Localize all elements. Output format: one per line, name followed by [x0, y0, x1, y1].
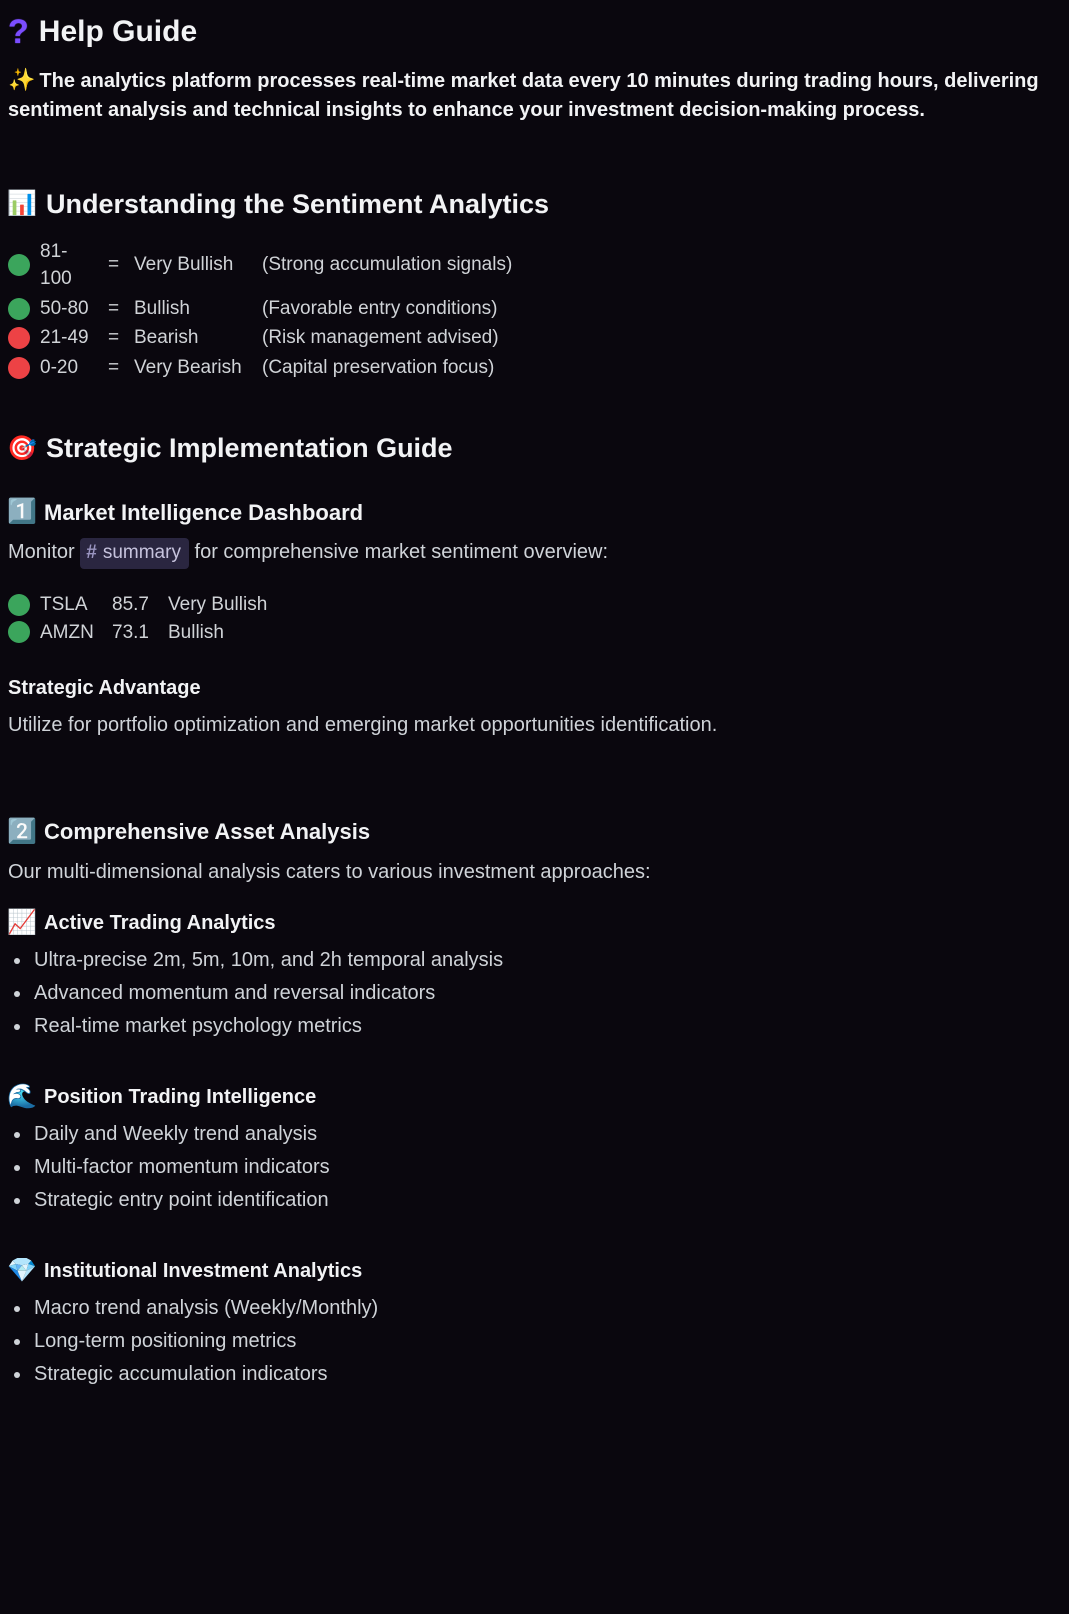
- stock-label: Bullish: [168, 619, 224, 647]
- sentiment-row: 21-49 = Bearish (Risk management advised): [8, 324, 1061, 352]
- channel-name: summary: [103, 539, 181, 567]
- group-title-text: Institutional Investment Analytics: [44, 1257, 362, 1286]
- analysis-group: 🌊 Position Trading Intelligence Daily and …: [8, 1083, 1061, 1215]
- stock-dot-icon: [8, 621, 30, 643]
- sentiment-dot-icon: [8, 327, 30, 349]
- page-title-text: Help Guide: [39, 10, 197, 54]
- analysis-group: 💎 Institutional Investment Analytics Macro…: [8, 1257, 1061, 1389]
- bar-chart-icon: 📊: [8, 190, 36, 218]
- group-bullets: Macro trend analysis (Weekly/Monthly) Lon…: [8, 1294, 1061, 1389]
- stock-label: Very Bullish: [168, 591, 267, 619]
- list-item: Long-term positioning metrics: [32, 1327, 1061, 1356]
- list-item: Ultra-precise 2m, 5m, 10m, and 2h tempor…: [32, 946, 1061, 975]
- step1-lead-post: for comprehensive market sentiment overv…: [189, 541, 608, 563]
- stock-row: AMZN 73.1 Bullish: [8, 619, 1061, 647]
- analysis-group-title: 📈 Active Trading Analytics: [8, 909, 1061, 938]
- step1-lead-pre: Monitor: [8, 541, 80, 563]
- stock-ticker: AMZN: [40, 619, 102, 647]
- group-bullets: Daily and Weekly trend analysis Multi-fac…: [8, 1120, 1061, 1215]
- sentiment-dot-icon: [8, 254, 30, 276]
- channel-chip-summary[interactable]: #summary: [80, 538, 189, 569]
- keycap-1-icon: 1️⃣: [8, 498, 36, 526]
- list-item: Strategic entry point identification: [32, 1186, 1061, 1215]
- sentiment-desc: (Risk management advised): [262, 324, 499, 352]
- sparkle-icon: ✨: [8, 67, 35, 92]
- stock-dot-icon: [8, 594, 30, 616]
- page-title: ? Help Guide: [8, 10, 1061, 54]
- step2-title-text: Comprehensive Asset Analysis: [44, 816, 370, 848]
- sentiment-row: 50-80 = Bullish (Favorable entry conditions…: [8, 295, 1061, 323]
- step2-lead: Our multi-dimensional analysis caters to…: [8, 858, 1061, 887]
- help-guide-page: ? Help Guide ✨The analytics platform pro…: [0, 0, 1069, 1491]
- analysis-groups: 📈 Active Trading Analytics Ultra-precise 2…: [8, 909, 1061, 1389]
- step1-lead: Monitor #summary for comprehensive marke…: [8, 538, 1061, 569]
- intro-paragraph: ✨The analytics platform processes real-t…: [8, 64, 1061, 125]
- list-item: Multi-factor momentum indicators: [32, 1153, 1061, 1182]
- sentiment-label: Bearish: [134, 324, 252, 352]
- list-item: Macro trend analysis (Weekly/Monthly): [32, 1294, 1061, 1323]
- group-icon: 🌊: [8, 1083, 36, 1111]
- stock-row: TSLA 85.7 Very Bullish: [8, 591, 1061, 619]
- keycap-2-icon: 2️⃣: [8, 818, 36, 846]
- equals: =: [108, 354, 124, 382]
- group-icon: 💎: [8, 1257, 36, 1285]
- group-title-text: Position Trading Intelligence: [44, 1083, 316, 1112]
- intro-text: The analytics platform processes real-ti…: [8, 70, 1039, 121]
- step-1: 1️⃣ Market Intelligence Dashboard Monito…: [8, 497, 1061, 741]
- question-icon: ?: [8, 15, 29, 49]
- equals: =: [108, 295, 124, 323]
- step1-title-text: Market Intelligence Dashboard: [44, 497, 363, 529]
- sentiment-title-text: Understanding the Sentiment Analytics: [46, 185, 549, 224]
- list-item: Real-time market psychology metrics: [32, 1012, 1061, 1041]
- step1-title: 1️⃣ Market Intelligence Dashboard: [8, 497, 1061, 529]
- sentiment-range: 50-80: [40, 295, 98, 323]
- strategic-advantage-body: Utilize for portfolio optimization and e…: [8, 711, 1061, 740]
- sentiment-range: 21-49: [40, 324, 98, 352]
- group-bullets: Ultra-precise 2m, 5m, 10m, and 2h tempor…: [8, 946, 1061, 1041]
- stock-rows: TSLA 85.7 Very Bullish AMZN 73.1 Bullish: [8, 591, 1061, 646]
- step2-title: 2️⃣ Comprehensive Asset Analysis: [8, 816, 1061, 848]
- equals: =: [108, 324, 124, 352]
- sentiment-desc: (Strong accumulation signals): [262, 251, 512, 279]
- sentiment-section: 📊 Understanding the Sentiment Analytics …: [8, 185, 1061, 382]
- analysis-group-title: 💎 Institutional Investment Analytics: [8, 1257, 1061, 1286]
- strategy-title-text: Strategic Implementation Guide: [46, 429, 453, 468]
- strategy-title: 🎯 Strategic Implementation Guide: [8, 429, 1061, 468]
- sentiment-row: 81-100 = Very Bullish (Strong accumulation …: [8, 238, 1061, 293]
- step-2: 2️⃣ Comprehensive Asset Analysis Our mul…: [8, 816, 1061, 1389]
- sentiment-desc: (Capital preservation focus): [262, 354, 494, 382]
- strategy-section: 🎯 Strategic Implementation Guide 1️⃣ Mar…: [8, 429, 1061, 1389]
- list-item: Strategic accumulation indicators: [32, 1360, 1061, 1389]
- list-item: Daily and Weekly trend analysis: [32, 1120, 1061, 1149]
- sentiment-rows: 81-100 = Very Bullish (Strong accumulation …: [8, 238, 1061, 382]
- sentiment-range: 81-100: [40, 238, 98, 293]
- sentiment-desc: (Favorable entry conditions): [262, 295, 498, 323]
- analysis-group-title: 🌊 Position Trading Intelligence: [8, 1083, 1061, 1112]
- group-icon: 📈: [8, 909, 36, 937]
- sentiment-row: 0-20 = Very Bearish (Capital preservation f…: [8, 354, 1061, 382]
- sentiment-dot-icon: [8, 298, 30, 320]
- stock-score: 73.1: [112, 619, 158, 647]
- list-item: Advanced momentum and reversal indicator…: [32, 979, 1061, 1008]
- stock-ticker: TSLA: [40, 591, 102, 619]
- equals: =: [108, 251, 124, 279]
- strategic-advantage-title: Strategic Advantage: [8, 674, 1061, 703]
- sentiment-dot-icon: [8, 357, 30, 379]
- strategic-advantage-title-text: Strategic Advantage: [8, 674, 201, 703]
- sentiment-label: Very Bearish: [134, 354, 252, 382]
- hash-icon: #: [86, 539, 97, 567]
- sentiment-title: 📊 Understanding the Sentiment Analytics: [8, 185, 1061, 224]
- sentiment-label: Very Bullish: [134, 251, 252, 279]
- sentiment-label: Bullish: [134, 295, 252, 323]
- sentiment-range: 0-20: [40, 354, 98, 382]
- analysis-group: 📈 Active Trading Analytics Ultra-precise 2…: [8, 909, 1061, 1041]
- stock-score: 85.7: [112, 591, 158, 619]
- group-title-text: Active Trading Analytics: [44, 909, 276, 938]
- target-icon: 🎯: [8, 435, 36, 463]
